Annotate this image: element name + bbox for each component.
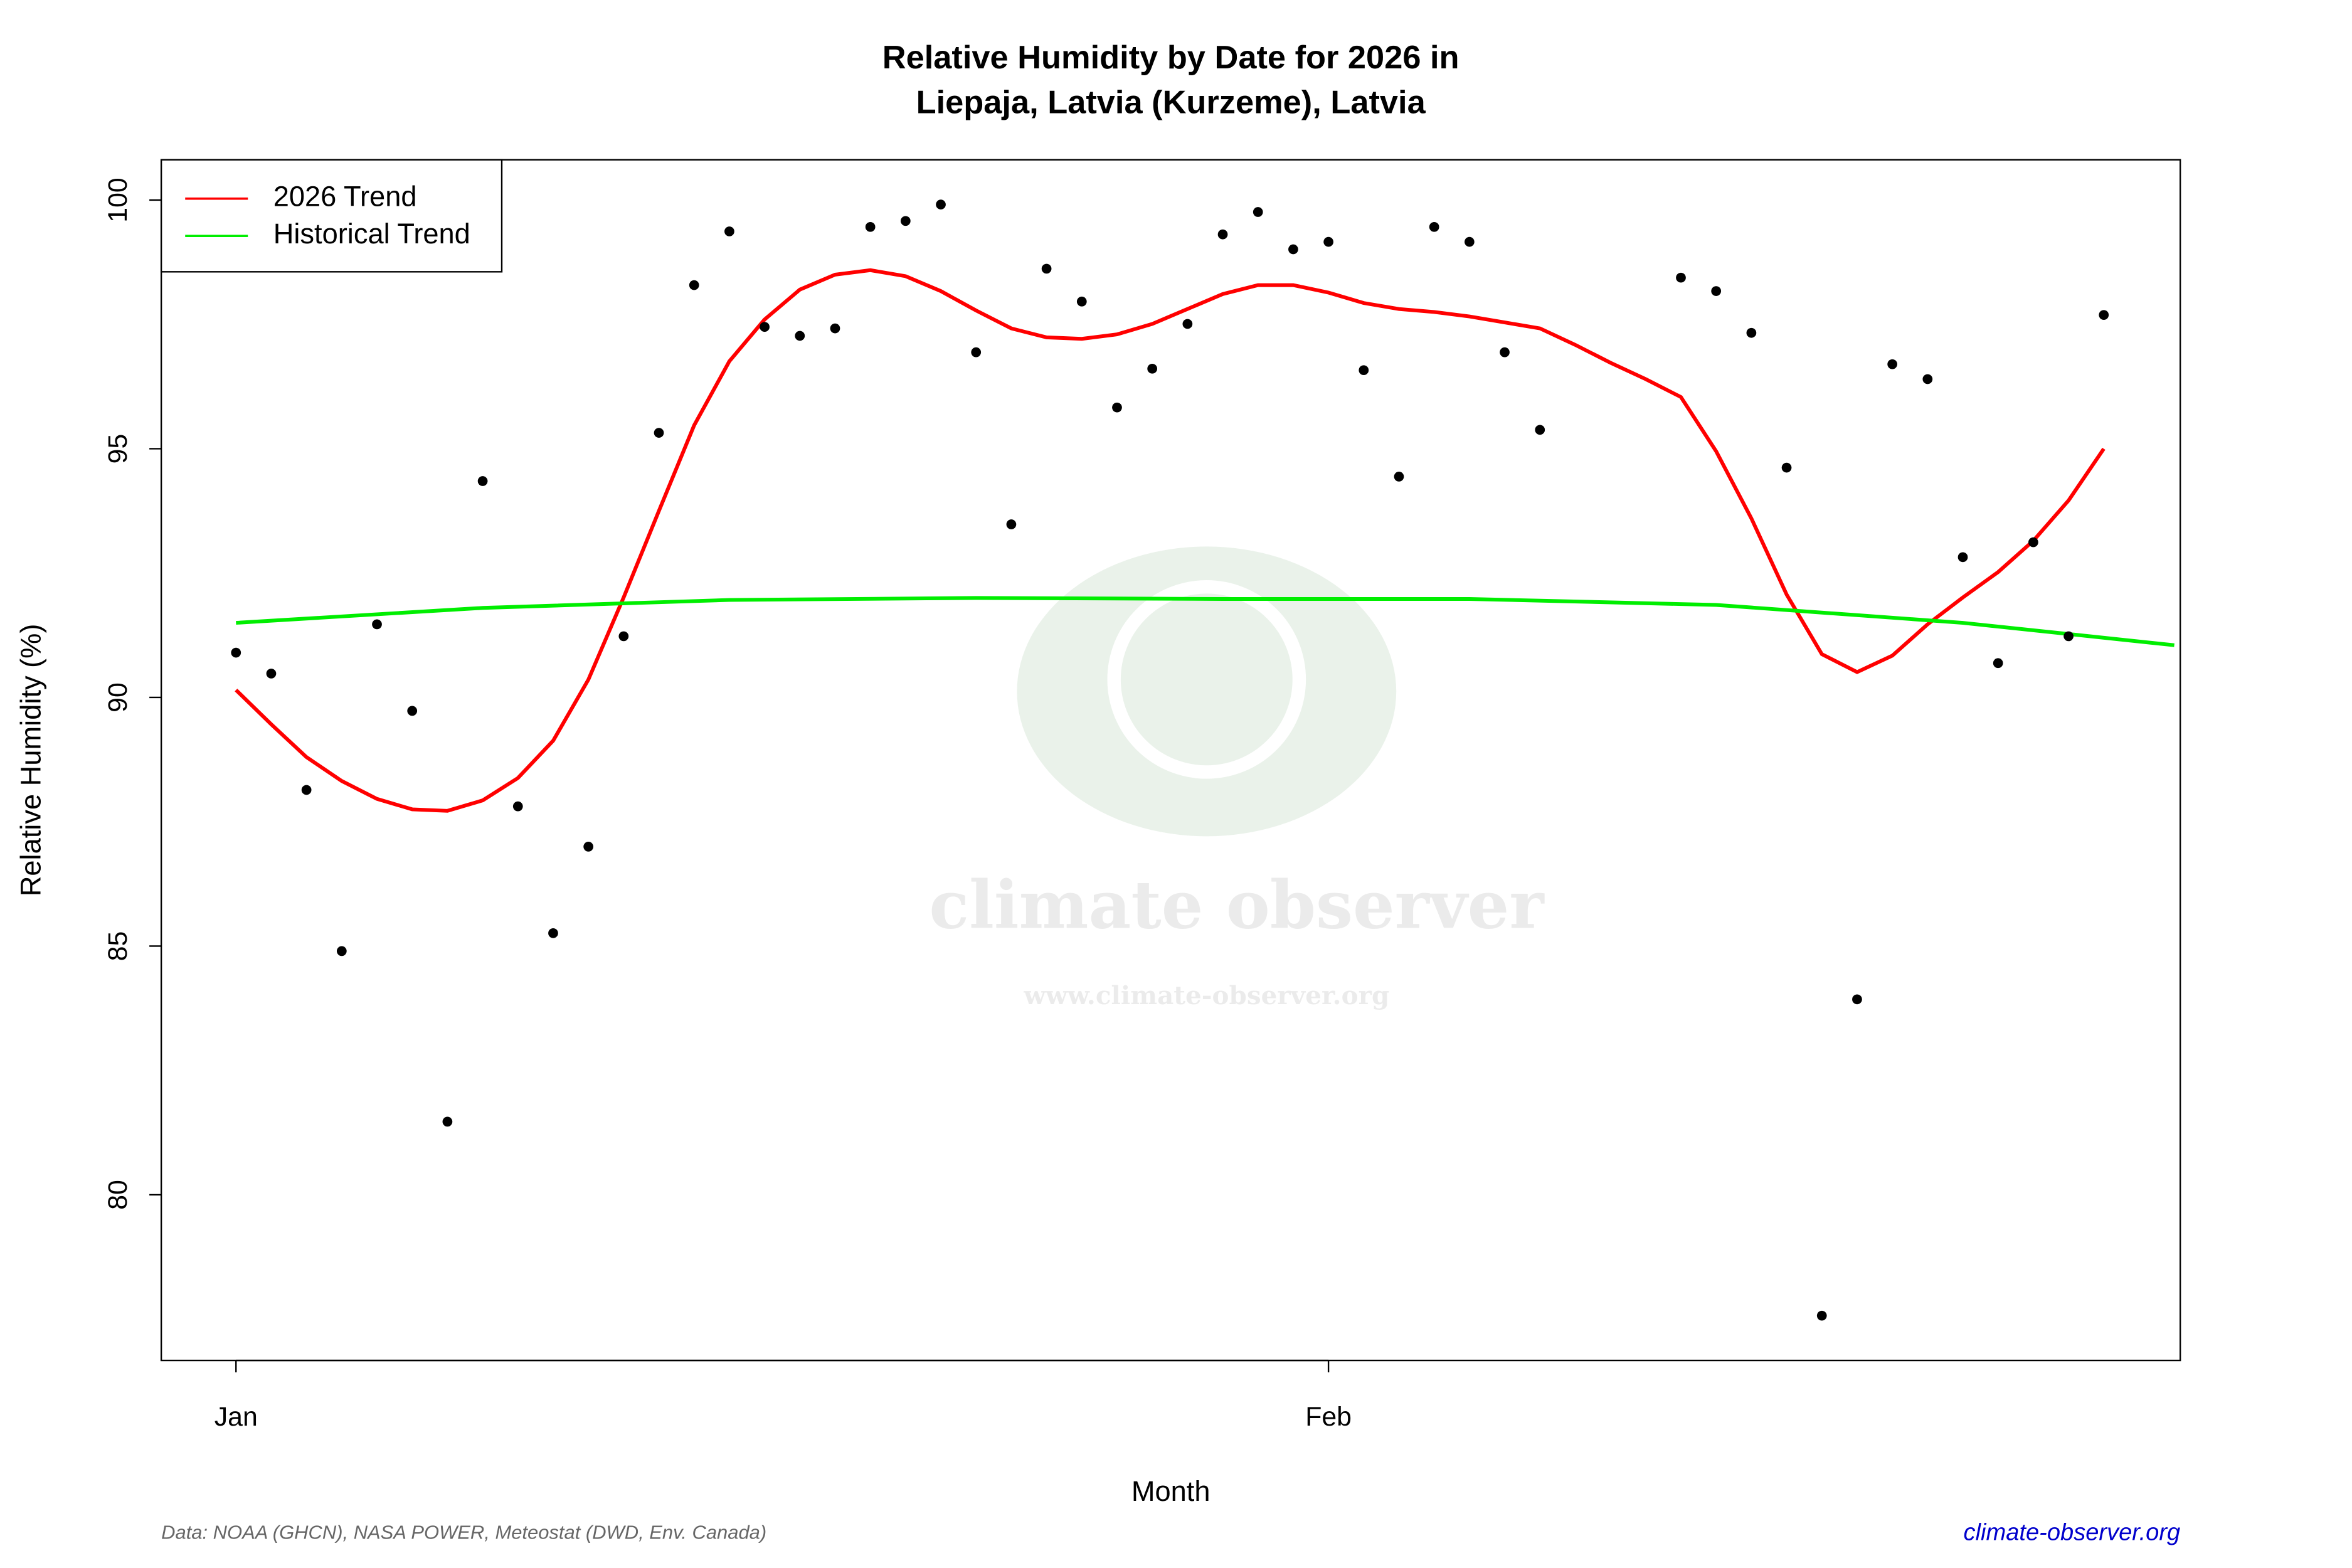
- data-point: [865, 221, 876, 232]
- data-point: [407, 706, 418, 716]
- data-point: [1359, 365, 1369, 376]
- x-tick-label: Jan: [215, 1402, 258, 1432]
- y-tick-label: 100: [103, 177, 133, 222]
- data-point: [2028, 537, 2038, 548]
- data-point: [900, 216, 911, 226]
- trend-line: [235, 268, 2106, 813]
- data-point: [1323, 236, 1333, 247]
- data-point: [1253, 207, 1263, 217]
- data-point: [477, 476, 488, 486]
- data-point: [1465, 236, 1475, 247]
- data-point: [1182, 319, 1193, 329]
- data-point: [1535, 425, 1545, 435]
- data-point: [1217, 229, 1228, 240]
- data-point: [1816, 1310, 1827, 1321]
- data-point: [1676, 272, 1686, 283]
- site-link[interactable]: climate-observer.org: [1964, 1519, 2181, 1545]
- data-point: [1429, 221, 1439, 232]
- data-point: [1041, 263, 1052, 274]
- data-point: [583, 842, 594, 852]
- data-point: [760, 322, 770, 332]
- data-point: [724, 226, 734, 236]
- legend-box: [160, 159, 503, 273]
- chart-title: Relative Humidity by Date for 2026 in: [882, 40, 1459, 76]
- data-point: [548, 928, 558, 938]
- data-point: [795, 331, 805, 341]
- chart-subtitle: Liepaja, Latvia (Kurzeme), Latvia: [916, 85, 1426, 121]
- legend-label: 2026 Trend: [273, 181, 417, 213]
- watermark-url: www.climate-observer.org: [1023, 980, 1389, 1010]
- watermark-text: climate observer: [929, 866, 1545, 943]
- data-point: [1852, 994, 1862, 1005]
- data-point: [618, 631, 629, 642]
- y-axis-label: Relative Humidity (%): [14, 624, 46, 897]
- data-point: [830, 323, 840, 334]
- y-tick-label: 90: [103, 682, 133, 712]
- data-point: [231, 647, 241, 658]
- trend-line: [236, 596, 2175, 647]
- data-point: [301, 785, 312, 795]
- data-point: [1288, 244, 1298, 255]
- source-note: Data: NOAA (GHCN), NASA POWER, Meteostat…: [161, 1521, 766, 1543]
- data-point: [336, 946, 347, 956]
- legend-label: Historical Trend: [273, 218, 470, 250]
- data-point: [1711, 286, 1722, 296]
- watermark-globe: [1107, 580, 1306, 779]
- watermark-logo: [1017, 546, 1397, 837]
- data-point: [1781, 462, 1792, 473]
- y-tick-label: 95: [103, 434, 133, 464]
- data-point: [1500, 347, 1510, 358]
- data-point: [1112, 402, 1122, 413]
- data-point: [1993, 658, 2003, 669]
- y-tick-label: 80: [103, 1180, 133, 1210]
- data-point: [1957, 552, 1968, 563]
- data-point: [936, 199, 946, 209]
- data-point: [689, 280, 699, 290]
- data-point: [2063, 631, 2074, 642]
- y-tick-label: 85: [103, 931, 133, 961]
- data-point: [1076, 296, 1087, 307]
- data-point: [971, 347, 982, 358]
- data-point: [1006, 519, 1017, 529]
- data-point: [1147, 363, 1158, 374]
- x-tick-label: Feb: [1305, 1402, 1352, 1432]
- data-point: [2099, 310, 2109, 320]
- watermark: climate observer www.climate-observer.or…: [929, 546, 1545, 1010]
- data-point: [1394, 472, 1404, 482]
- x-axis-label: Month: [1131, 1475, 1210, 1507]
- data-point: [372, 619, 382, 630]
- data-point: [442, 1116, 453, 1127]
- data-point: [1746, 327, 1757, 338]
- data-point: [512, 801, 523, 812]
- data-point: [654, 428, 664, 438]
- data-point: [1922, 374, 1933, 384]
- data-point: [266, 669, 277, 679]
- data-point: [1887, 359, 1897, 369]
